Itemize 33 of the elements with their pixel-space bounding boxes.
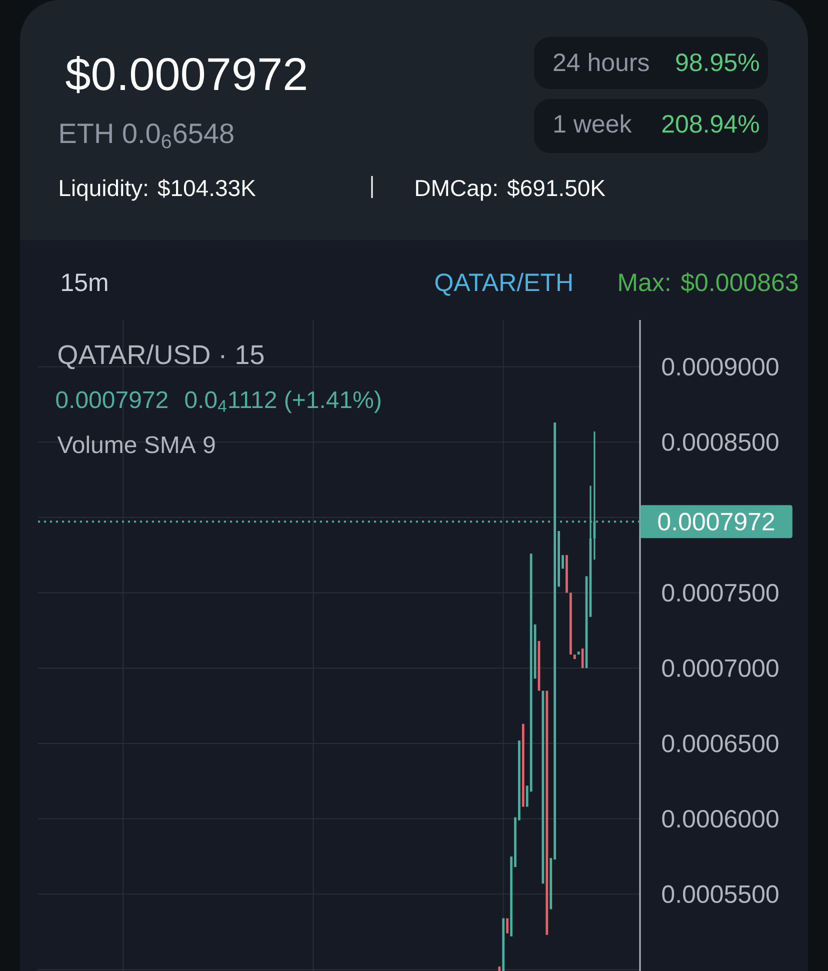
annotation: 0.0$_{4}$1112 (+1.41%) (185, 390, 380, 413)
candlestick (577, 652, 580, 655)
candlestick (581, 648, 584, 668)
text: Liquidity: $104.33K (60, 178, 256, 201)
y-tick-label: 0.0005500 (662, 885, 778, 904)
chart-title: $0.0007972 (66, 56, 306, 94)
text: 15m (62, 274, 108, 292)
text: 24 hours (554, 52, 649, 72)
y-tick-label: 0.0007500 (662, 584, 778, 602)
text: DMCap: $691.50K (416, 178, 606, 201)
annotation: 0.0007972 (56, 391, 168, 408)
annotation: Volume SMA 9 (57, 436, 215, 454)
candlestick (498, 966, 501, 971)
candlestick (570, 592, 572, 655)
y-tick-label: 0.0006000 (662, 810, 778, 828)
candlestick (573, 654, 576, 660)
y-tick-label: 0.0007000 (662, 659, 778, 677)
text: QATAR/ETH (435, 272, 572, 296)
text: 208.94% (662, 115, 759, 133)
candlestick (546, 690, 548, 935)
text: 1 week (554, 114, 632, 133)
chart-subtitle: ETH 0.0$_{6}$6548 (60, 123, 234, 148)
text: Max: $0.000863 (619, 272, 798, 293)
text: 98.95% (676, 54, 759, 72)
y-tick-label: 0.0009000 (662, 358, 778, 376)
y-tick-label: 0.0008500 (662, 433, 778, 451)
ref-line-label: 0.0007972 (658, 512, 774, 530)
y-tick-label: 0.0006500 (662, 734, 778, 752)
candlestick (566, 555, 568, 593)
candlestick (522, 724, 524, 807)
candlestick (502, 918, 505, 971)
annotation: QATAR/USD · 15 (58, 344, 264, 370)
candlestick (506, 918, 509, 934)
